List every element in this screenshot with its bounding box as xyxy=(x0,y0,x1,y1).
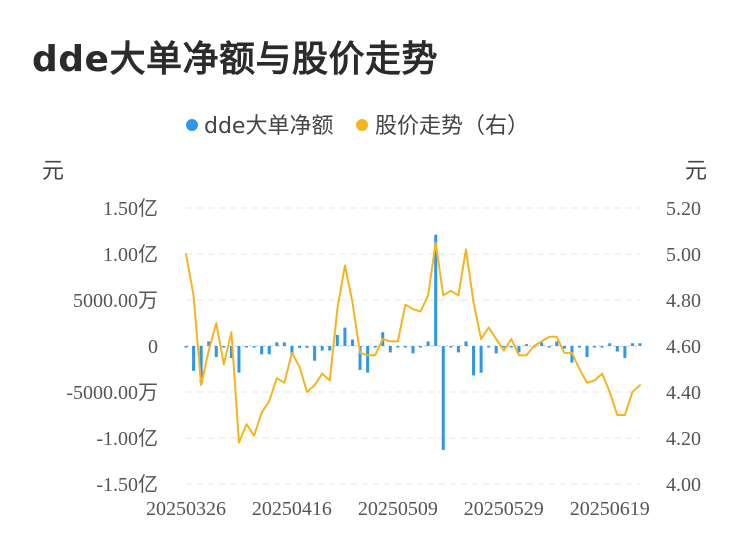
left-axis-ticks: 1.50亿 1.00亿 5000.00万 0 -5000.00万 -1.00亿 -1.50亿 xyxy=(66,197,158,496)
dde-bar xyxy=(373,346,377,348)
dde-bar xyxy=(237,346,241,373)
x-tick-label: 20250509 xyxy=(358,498,438,520)
left-tick-label: -1.50亿 xyxy=(96,473,158,496)
dde-bar xyxy=(192,346,196,371)
legend-label-dde: dde大单净额 xyxy=(204,114,333,139)
dde-bar xyxy=(229,346,233,358)
dde-bar xyxy=(547,346,551,348)
left-tick-label: 5000.00万 xyxy=(73,290,158,312)
dde-bar xyxy=(525,344,528,346)
dde-bar xyxy=(494,346,498,354)
dde-bar xyxy=(426,341,430,346)
dde-bar xyxy=(305,346,309,348)
dde-bar xyxy=(562,346,566,349)
dde-bar xyxy=(456,346,460,353)
dde-bar xyxy=(282,342,286,346)
dde-bar xyxy=(245,346,249,348)
dde-bar xyxy=(350,339,354,346)
dde-bar xyxy=(623,346,627,358)
chart-legend: dde大单净额 股价走势（右） xyxy=(186,114,529,139)
page-title: dde大单净额与股价走势 xyxy=(32,39,438,80)
dde-bar xyxy=(298,346,301,348)
dde-bar xyxy=(411,346,415,354)
dde-bar xyxy=(585,346,589,358)
dde-bar xyxy=(615,346,619,352)
price-line xyxy=(185,241,641,444)
dde-bar xyxy=(403,346,407,348)
dde-bar xyxy=(275,342,279,346)
dde-bar xyxy=(335,334,339,346)
dde-bar xyxy=(207,341,211,346)
dde-bar xyxy=(509,346,513,348)
x-tick-label: 20250619 xyxy=(570,498,650,520)
dde-bar xyxy=(214,346,218,358)
left-tick-label: 1.00亿 xyxy=(103,243,158,266)
dde-bar xyxy=(434,234,438,346)
right-tick-label: 5.00 xyxy=(666,244,701,266)
x-tick-label: 20250416 xyxy=(252,498,332,520)
left-tick-label: 1.50亿 xyxy=(103,197,158,220)
right-tick-label: 5.20 xyxy=(666,198,701,220)
dde-bar xyxy=(472,346,476,376)
left-tick-label: -1.00亿 xyxy=(96,427,158,450)
right-axis-ticks: 5.20 5.00 4.80 4.60 4.40 4.20 4.00 xyxy=(666,198,701,496)
right-tick-label: 4.60 xyxy=(666,336,701,358)
dde-bar xyxy=(449,346,453,348)
right-tick-label: 4.80 xyxy=(666,290,701,312)
dde-bar xyxy=(593,346,597,348)
x-tick-label: 20250326 xyxy=(146,498,226,520)
legend-marker-dde xyxy=(186,119,198,131)
x-tick-label: 20250529 xyxy=(464,498,544,520)
right-tick-label: 4.40 xyxy=(666,382,701,404)
dde-bar xyxy=(290,346,294,355)
dde-bar xyxy=(540,342,544,346)
legend-marker-price xyxy=(356,119,368,131)
dde-bar xyxy=(638,343,642,346)
axis-units: 元元 xyxy=(42,159,707,184)
dde-bar xyxy=(441,346,445,450)
dde-bar xyxy=(577,346,581,348)
dde-bar xyxy=(184,346,188,348)
dde-bar xyxy=(313,346,317,361)
dde-bar xyxy=(487,346,491,348)
dde-bar xyxy=(608,343,612,346)
right-unit-label: 元 xyxy=(685,159,707,184)
dde-bar xyxy=(320,346,324,351)
dde-bar xyxy=(517,346,521,353)
dde-bar xyxy=(464,341,468,346)
dde-bar xyxy=(358,346,362,370)
dde-bar xyxy=(328,346,332,351)
price-series-line xyxy=(185,241,641,444)
dde-bar xyxy=(479,346,483,373)
dde-bar xyxy=(260,346,264,355)
right-tick-label: 4.20 xyxy=(666,428,701,450)
left-tick-label: -5000.00万 xyxy=(66,382,158,404)
right-tick-label: 4.00 xyxy=(666,474,701,496)
left-unit-label: 元 xyxy=(42,159,64,184)
dde-bars xyxy=(184,234,642,450)
dde-bar xyxy=(199,346,203,383)
dde-bar xyxy=(252,346,256,348)
dde-bar xyxy=(222,346,226,348)
dde-bar xyxy=(366,346,370,373)
x-axis-ticks: 20250326 20250416 20250509 20250529 20250619 xyxy=(146,498,650,520)
dde-bar xyxy=(343,327,347,346)
dde-bar xyxy=(630,343,634,346)
dde-bar xyxy=(396,346,400,348)
legend-label-price: 股价走势（右） xyxy=(375,114,529,139)
left-tick-label: 0 xyxy=(148,336,158,358)
dde-bar xyxy=(419,346,423,348)
dde-bar xyxy=(555,341,559,346)
dde-bar xyxy=(267,346,271,355)
dde-bar xyxy=(388,346,392,353)
dde-bar xyxy=(600,346,604,348)
dde-bar xyxy=(502,346,506,348)
